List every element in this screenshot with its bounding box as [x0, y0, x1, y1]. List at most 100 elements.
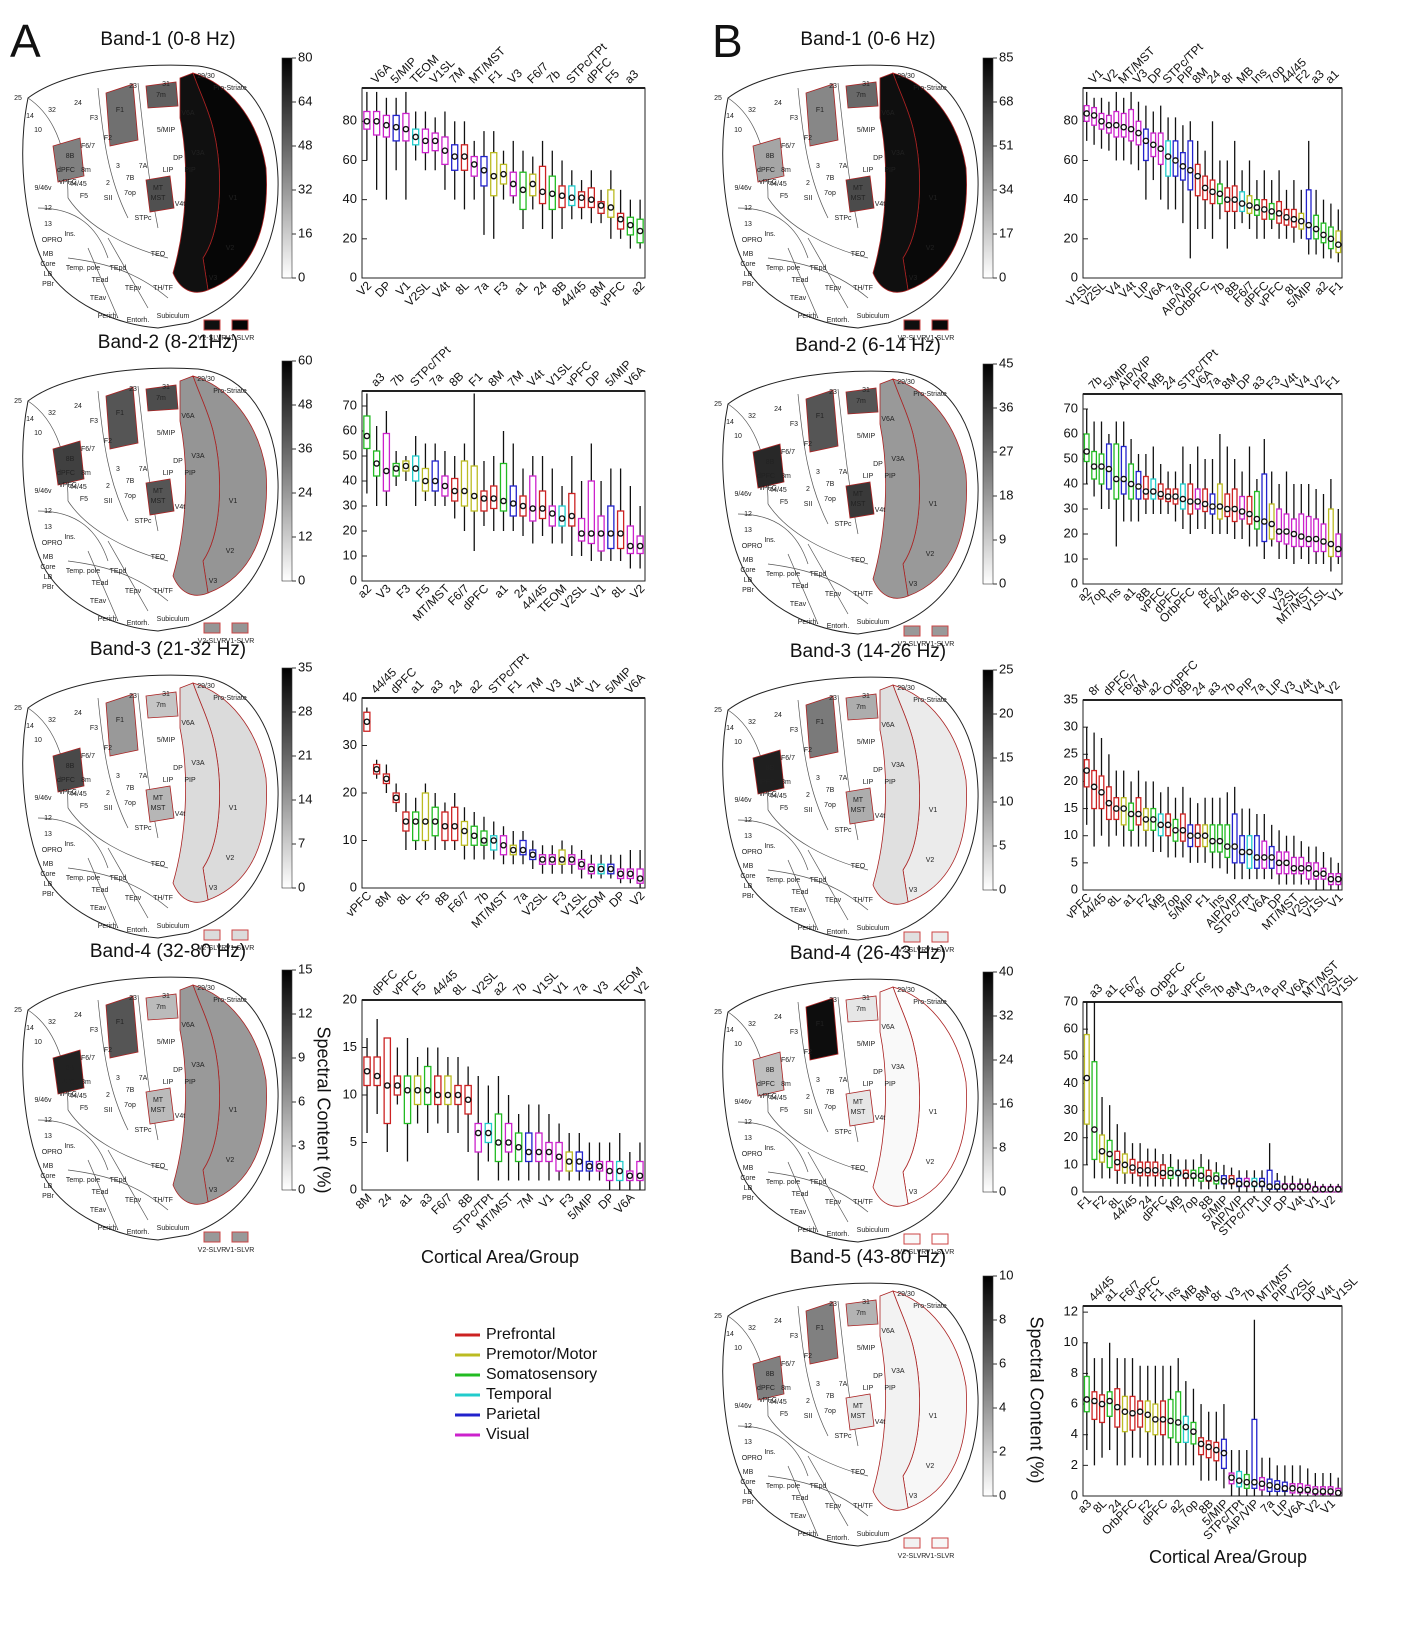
map-boundary	[27, 97, 69, 199]
median	[383, 1082, 391, 1089]
map-region	[752, 443, 785, 489]
map-boundary	[737, 819, 809, 871]
median	[1213, 1446, 1220, 1454]
map-boundary	[767, 869, 869, 911]
median	[1319, 1185, 1327, 1193]
y-tick-label: 15	[1064, 800, 1078, 815]
median	[1083, 1396, 1091, 1403]
map-label: 32	[48, 107, 56, 114]
x-tick-label: V1	[536, 1190, 557, 1211]
median	[1201, 500, 1209, 508]
map-label: Core	[740, 873, 755, 880]
median	[558, 515, 566, 522]
map-label: F1	[816, 413, 824, 420]
median	[636, 227, 644, 235]
box	[529, 475, 537, 522]
map-label: V6A	[181, 1022, 195, 1029]
map-label: Ins.	[764, 1449, 775, 1456]
map-label: PBr	[42, 584, 54, 591]
median	[441, 482, 449, 490]
box	[444, 1075, 452, 1106]
map-label: 3	[816, 775, 820, 782]
median	[1179, 495, 1187, 503]
map-label: V3A	[191, 150, 205, 157]
median	[500, 497, 507, 505]
map-label: 7m	[856, 398, 866, 405]
map-boundary	[767, 257, 869, 299]
x-tick-label: 24	[531, 278, 551, 298]
map-label: V6A	[181, 413, 195, 420]
map-region	[145, 384, 179, 412]
x-tick-label: 8L	[394, 888, 414, 908]
map-label: TEpd	[810, 571, 827, 578]
map-boundary	[767, 1171, 869, 1213]
map-region	[52, 1049, 85, 1095]
panel-title: Band-2 (8-21Hz)	[98, 332, 238, 353]
map-label: 7op	[124, 800, 136, 807]
x-tick-label: DP	[606, 888, 628, 910]
map-label: 44/45	[769, 487, 787, 494]
map-label: 3	[116, 163, 120, 170]
map-label: MT	[853, 1099, 864, 1106]
map-label: 8m	[781, 779, 791, 786]
y-tick-label: 30	[1064, 500, 1078, 515]
median	[548, 856, 556, 863]
map-label: 3	[816, 1381, 820, 1388]
median	[1098, 788, 1105, 796]
map-region	[805, 1301, 839, 1365]
y-tick-label: 30	[343, 497, 357, 512]
map-label: V3A	[891, 1368, 905, 1375]
box	[1231, 813, 1238, 864]
median	[392, 465, 400, 472]
median	[1105, 799, 1113, 807]
map-label: V1	[229, 498, 238, 505]
map-label: 8m	[781, 167, 791, 174]
map-label: TEpd	[110, 265, 127, 272]
x-tick-label: 7M	[524, 675, 546, 697]
map-label: 8B	[766, 1371, 775, 1378]
median	[470, 161, 478, 168]
median	[1320, 231, 1327, 239]
map-label: F5	[80, 1105, 88, 1112]
map-label: MST	[851, 1413, 867, 1420]
map-label: F2	[104, 1047, 112, 1054]
median	[1091, 1397, 1098, 1405]
map-label: 7m	[856, 1310, 866, 1317]
map-label: 23	[129, 693, 137, 700]
box	[1320, 523, 1327, 553]
map-label: 14	[26, 113, 34, 120]
x-tick-label: F1	[466, 369, 486, 389]
map-label: Core	[740, 1175, 755, 1182]
map-label: 7op	[824, 190, 836, 197]
colorbar-tick-label: 0	[298, 269, 305, 284]
map-label: V1	[229, 1107, 238, 1114]
map-label: 14	[26, 723, 34, 730]
median	[1105, 121, 1113, 129]
colorbar-tick-label: 12	[298, 528, 312, 543]
map-label: 29/30	[897, 685, 915, 692]
map-label: V4t	[875, 1115, 886, 1122]
median	[1152, 1166, 1159, 1174]
map-label: 9/46v	[34, 1097, 52, 1104]
median	[402, 818, 410, 825]
map-label: 7B	[826, 1393, 835, 1400]
median	[617, 530, 624, 537]
x-tick-label: V1	[1318, 1496, 1339, 1517]
map-label: DP	[873, 461, 883, 468]
map-label: 25	[714, 707, 722, 714]
map-label: DP	[173, 155, 183, 162]
map-region	[805, 997, 839, 1061]
map-label: 44/45	[69, 484, 87, 491]
median	[363, 432, 371, 440]
map-label: dPFC	[757, 1081, 775, 1088]
map-label: SII	[804, 807, 813, 814]
colorbar-tick-label: 10	[999, 793, 1013, 808]
map-boundary	[797, 393, 829, 525]
map-boundary	[737, 207, 809, 259]
map-boundary	[797, 87, 829, 219]
median	[1246, 202, 1253, 209]
map-label: Subiculum	[857, 313, 890, 320]
map-label: PIP	[184, 167, 196, 174]
map-label: F5	[780, 1107, 788, 1114]
